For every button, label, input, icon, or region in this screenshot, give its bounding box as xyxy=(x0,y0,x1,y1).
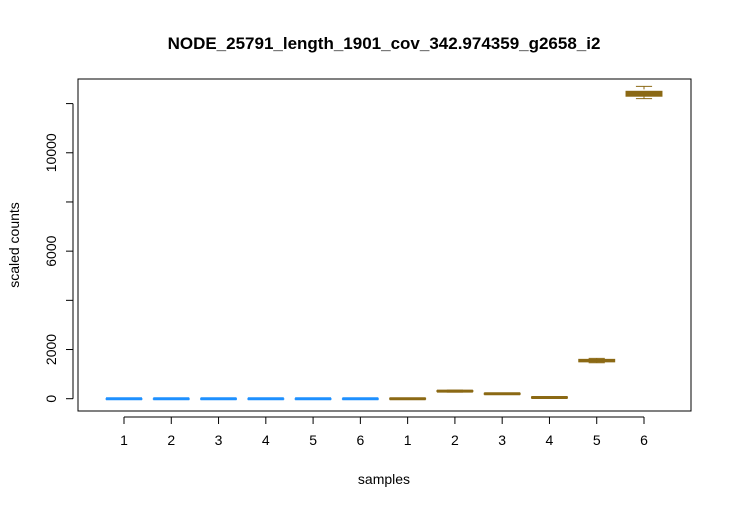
x-tick-label: 1 xyxy=(120,432,128,448)
box-element xyxy=(578,357,616,364)
x-tick-label: 5 xyxy=(593,432,601,448)
box-element xyxy=(625,85,663,100)
box-element xyxy=(389,397,427,401)
box-element xyxy=(105,397,143,401)
box-element xyxy=(530,395,568,399)
y-tick-label: 6000 xyxy=(43,235,59,266)
x-tick-label: 2 xyxy=(451,432,459,448)
y-axis: 0 2000 6000 10000 xyxy=(43,103,74,403)
box-element xyxy=(247,397,285,401)
x-tick-label: 5 xyxy=(309,432,317,448)
y-axis-label: scaled counts xyxy=(6,202,22,288)
plot-frame xyxy=(77,78,692,412)
x-tick-label: 6 xyxy=(640,432,648,448)
y-tick-label: 2000 xyxy=(43,334,59,365)
y-tick-label: 0 xyxy=(43,395,59,403)
y-tick-label: 10000 xyxy=(43,133,59,172)
x-tick-label: 6 xyxy=(356,432,364,448)
x-tick-label: 4 xyxy=(546,432,554,448)
box-element xyxy=(294,397,332,401)
x-tick-label: 4 xyxy=(262,432,270,448)
x-axis-label: samples xyxy=(358,471,410,487)
box-element xyxy=(152,397,190,401)
box-element xyxy=(436,389,474,393)
x-axis: 1 2 3 4 5 6 1 2 3 4 5 6 xyxy=(120,416,648,448)
box-element xyxy=(483,392,521,396)
x-tick-label: 1 xyxy=(404,432,412,448)
box-element xyxy=(341,397,379,401)
chart-title: NODE_25791_length_1901_cov_342.974359_g2… xyxy=(168,34,601,53)
x-tick-label: 3 xyxy=(215,432,223,448)
box-element xyxy=(200,397,238,401)
x-tick-label: 2 xyxy=(167,432,175,448)
box-group xyxy=(105,85,663,401)
x-tick-label: 3 xyxy=(498,432,506,448)
